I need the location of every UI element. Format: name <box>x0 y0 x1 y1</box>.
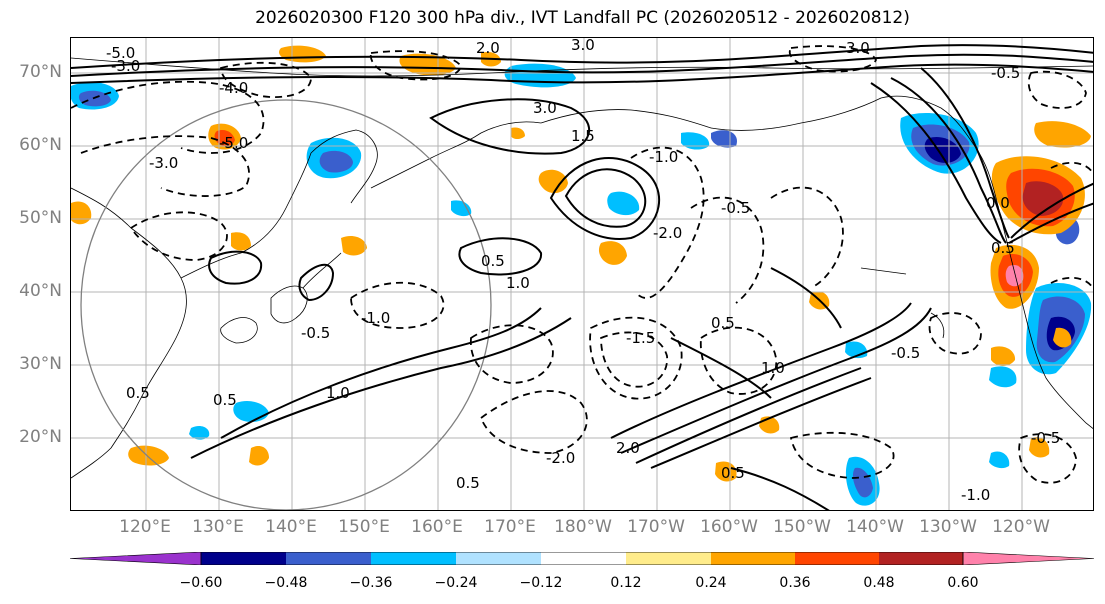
contour-label: -0.5 <box>991 64 1020 82</box>
lon-label-140w: 140°W <box>846 517 904 537</box>
colorbar-tick: −0.12 <box>519 575 563 591</box>
colorbar-tick: −0.24 <box>434 575 478 591</box>
lon-label-120e: 120°E <box>119 517 171 537</box>
contour-label: -1.0 <box>361 309 390 327</box>
contour-labels: -5.0 -3.0 -4.0 -5.0 -3.0 2.0 3.0 3.0 3.0… <box>106 38 1060 504</box>
contour-label: -0.5 <box>891 344 920 362</box>
contour-label: 0.5 <box>721 464 745 482</box>
contour-label: 0.5 <box>481 252 505 270</box>
lon-label-140e: 140°E <box>265 517 317 537</box>
figure-title: 2026020300 F120 300 hPa div., IVT Landfa… <box>255 8 910 28</box>
colorbar-tick: 0.24 <box>695 575 727 591</box>
colorbar-segment <box>201 552 286 565</box>
contour-label: -5.0 <box>106 44 135 62</box>
contour-label: 0.5 <box>456 474 480 492</box>
contour-label: -1.0 <box>649 148 678 166</box>
contour-label: 2.0 <box>616 439 640 457</box>
colorbar-segment <box>711 552 795 565</box>
colorbar-segment <box>371 552 456 565</box>
lon-label-170e: 170°E <box>484 517 536 537</box>
lat-label-30n: 30°N <box>19 354 62 374</box>
lon-label-160w: 160°W <box>700 517 758 537</box>
lat-label-40n: 40°N <box>19 281 62 301</box>
colorbar-segment <box>456 552 541 565</box>
contour-label: 1.0 <box>326 384 350 402</box>
colorbar-segment <box>795 552 879 565</box>
colorbar-segment <box>286 552 371 565</box>
contour-label: -2.0 <box>653 224 682 242</box>
contour-label: -2.0 <box>546 449 575 467</box>
contour-label: 0.5 <box>991 239 1015 257</box>
map-svg: -5.0 -3.0 -4.0 -5.0 -3.0 2.0 3.0 3.0 3.0… <box>71 38 1093 510</box>
colorbar-extend-low <box>70 552 202 565</box>
colorbar-tick: −0.60 <box>179 575 223 591</box>
dashed-contours <box>71 45 1093 484</box>
contour-label: 1.0 <box>506 274 530 292</box>
lat-label-50n: 50°N <box>19 208 62 228</box>
lon-label-150w: 150°W <box>773 517 831 537</box>
lon-label-130w: 130°W <box>919 517 977 537</box>
contour-label: 0.0 <box>986 194 1010 212</box>
lat-label-20n: 20°N <box>19 427 62 447</box>
contour-label: -1.5 <box>626 329 655 347</box>
colorbar-extend-high <box>962 552 1094 565</box>
contour-label: 3.0 <box>533 99 557 117</box>
map-panel: -5.0 -3.0 -4.0 -5.0 -3.0 2.0 3.0 3.0 3.0… <box>70 37 1094 511</box>
contour-label: -0.5 <box>301 324 330 342</box>
colorbar-tick: 0.48 <box>863 575 895 591</box>
positive-shading <box>71 45 1091 482</box>
lon-label-120w: 120°W <box>992 517 1050 537</box>
gridlines <box>71 38 1093 510</box>
lon-label-160e: 160°E <box>411 517 463 537</box>
contour-label: -3.0 <box>149 154 178 172</box>
lon-label-150e: 150°E <box>338 517 390 537</box>
lat-label-60n: 60°N <box>19 135 62 155</box>
lon-label-130e: 130°E <box>192 517 244 537</box>
colorbar-tick: −0.36 <box>349 575 393 591</box>
contour-label: -3.0 <box>111 57 140 75</box>
colorbar-tick: 0.60 <box>947 575 979 591</box>
colorbar-segment <box>626 552 711 565</box>
contour-label: 1.0 <box>761 359 785 377</box>
lon-label-170w: 170°W <box>627 517 685 537</box>
contour-label: 3.0 <box>571 38 595 54</box>
lat-label-70n: 70°N <box>19 62 62 82</box>
contour-label: 3.0 <box>846 39 870 57</box>
contour-label: -0.5 <box>721 199 750 217</box>
contour-label: 0.5 <box>711 314 735 332</box>
colorbar-tick: 0.12 <box>610 575 642 591</box>
colorbar-tick: −0.48 <box>264 575 308 591</box>
colorbar-tick: 0.36 <box>779 575 811 591</box>
search-radius-circle <box>80 99 492 510</box>
contour-label: 0.5 <box>126 384 150 402</box>
contour-label: -4.0 <box>219 79 248 97</box>
contour-label: -1.0 <box>961 486 990 504</box>
colorbar-segment <box>541 552 626 565</box>
contour-label: 0.5 <box>213 391 237 409</box>
contour-label: -0.5 <box>1031 429 1060 447</box>
colorbar-segment <box>879 552 963 565</box>
contour-label: 1.5 <box>571 127 595 145</box>
contour-label: 2.0 <box>476 39 500 57</box>
contour-label: -5.0 <box>219 134 248 152</box>
solid-contours <box>71 44 1093 510</box>
lon-label-180w: 180°W <box>554 517 612 537</box>
colorbar <box>70 552 1094 565</box>
